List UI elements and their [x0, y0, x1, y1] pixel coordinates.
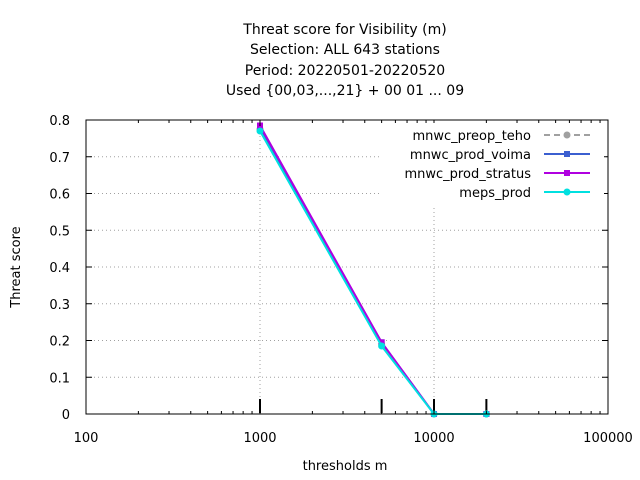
x-tick-label: 100000: [583, 431, 633, 446]
legend-label: mnwc_prod_stratus: [405, 167, 532, 182]
x-tick-label: 10000: [413, 431, 454, 446]
title-line-2: Selection: ALL 643 stations: [250, 42, 440, 58]
title-line-3: Period: 20220501-20220520: [245, 63, 445, 79]
threshold-markers: [259, 399, 488, 413]
y-tick-label: 0.8: [49, 114, 70, 129]
legend-label: mnwc_preop_teho: [413, 129, 532, 144]
y-tick-label: 0.4: [49, 261, 70, 276]
y-tick-label: 0: [62, 408, 70, 423]
legend-label: mnwc_prod_voima: [410, 148, 531, 163]
data-point: [563, 188, 571, 196]
title-line-1: Threat score for Visibility (m): [242, 22, 446, 38]
title-line-4: Used {00,03,...,21} + 00 01 ... 09: [226, 83, 464, 99]
y-axis-label: Threat score: [9, 226, 24, 308]
y-tick-label: 0.6: [49, 188, 70, 203]
y-tick-label: 0.2: [49, 335, 70, 350]
x-tick-label: 100: [74, 431, 99, 446]
legend-label: meps_prod: [459, 186, 531, 201]
y-axis-ticks: 0 0.1 0.2 0.3 0.4 0.5 0.6 0.7 0.8: [49, 114, 608, 423]
data-point: [378, 339, 385, 346]
x-tick-label: 1000: [243, 431, 276, 446]
data-point: [564, 170, 570, 176]
y-tick-label: 0.5: [49, 224, 70, 239]
chart-title: Threat score for Visibility (m) Selectio…: [226, 22, 464, 99]
y-tick-label: 0.7: [49, 151, 70, 166]
data-point: [564, 151, 570, 157]
data-point: [256, 127, 264, 135]
y-tick-label: 0.3: [49, 298, 70, 313]
x-axis-ticks: 100 1000 10000 100000: [74, 120, 633, 446]
y-tick-label: 0.1: [49, 371, 70, 386]
data-point: [563, 131, 571, 139]
data-point: [378, 342, 386, 350]
x-axis-label: thresholds m: [303, 459, 388, 474]
legend: mnwc_preop_teho mnwc_prod_voima mnwc_prod_…: [382, 123, 604, 207]
